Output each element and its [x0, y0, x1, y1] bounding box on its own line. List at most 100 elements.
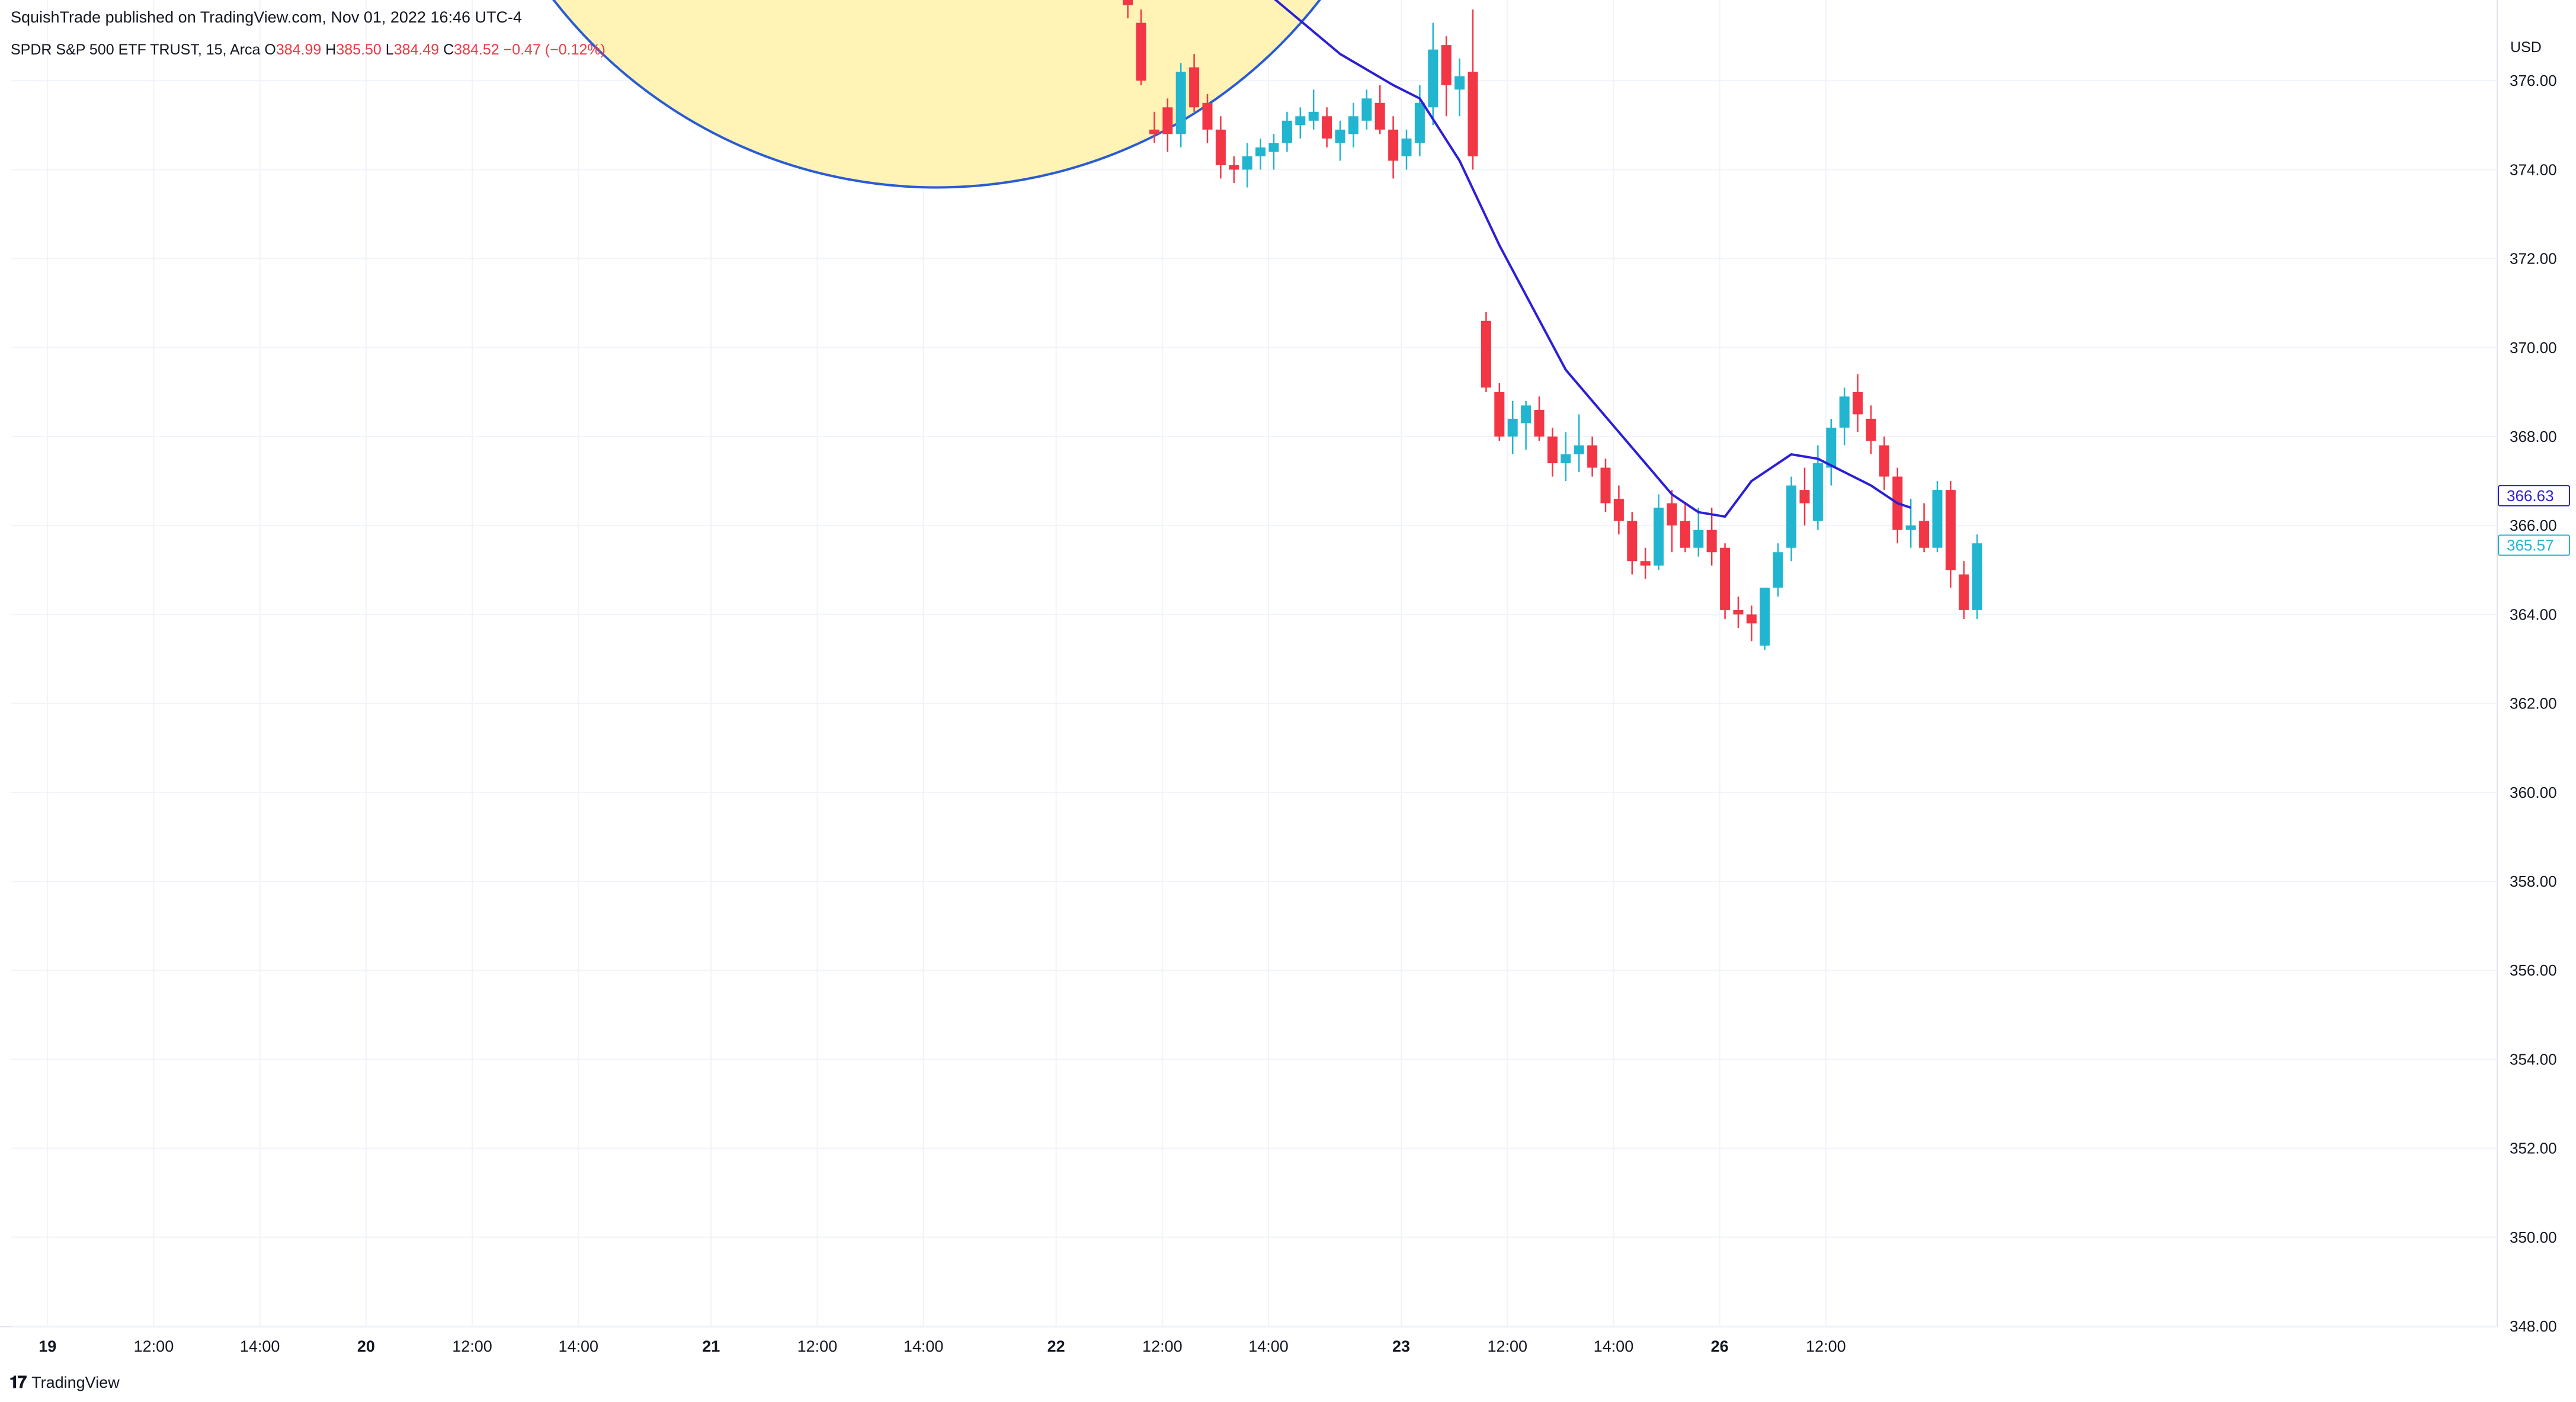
candle-down — [1229, 156, 1239, 183]
y-tick-label: 350.00 — [2510, 1228, 2557, 1246]
candle-down — [1746, 605, 1757, 641]
candle-up — [1507, 400, 1518, 455]
ohlc-close: C384.52 — [443, 41, 499, 58]
candle-down — [1547, 427, 1558, 477]
price-label-up: 365.57 — [2498, 534, 2570, 556]
candle-up — [1786, 476, 1797, 562]
candle-up — [1281, 111, 1292, 152]
candle-up — [1839, 387, 1850, 446]
x-tick-label: 12:00 — [134, 1337, 174, 1355]
candle-up — [1401, 129, 1412, 170]
candle-down — [1853, 374, 1863, 432]
candle-up — [1972, 534, 1982, 619]
ma-line — [1274, 0, 1911, 518]
candle-down — [1627, 512, 1638, 575]
candle-down — [1587, 437, 1598, 477]
candle-down — [1534, 396, 1545, 441]
candle-down — [1202, 94, 1213, 143]
x-tick-label: 12:00 — [1806, 1337, 1846, 1355]
candle-down — [1441, 36, 1452, 117]
candle-down — [1706, 508, 1717, 566]
candle-up — [1773, 543, 1783, 597]
candle-down — [1640, 547, 1651, 579]
candle-up — [1454, 58, 1465, 117]
candle-down — [1733, 596, 1744, 628]
published-line: SquishTrade published on TradingView.com… — [11, 8, 523, 26]
candle-down — [1215, 116, 1226, 179]
candle-down — [1162, 98, 1173, 152]
y-tick-label: 374.00 — [2510, 161, 2557, 178]
y-tick-label: 370.00 — [2510, 339, 2557, 357]
candles — [1123, 0, 1982, 650]
y-tick-label: 352.00 — [2510, 1140, 2557, 1157]
brand-name: TradingView — [31, 1374, 120, 1391]
tradingview-brand[interactable]: 𝟏𝟕 TradingView — [9, 1373, 120, 1393]
y-tick-label: 368.00 — [2510, 428, 2557, 445]
candle-down — [1123, 0, 1133, 19]
y-tick-label: 376.00 — [2510, 72, 2557, 89]
candle-down — [1879, 437, 1889, 490]
x-tick-label: 12:00 — [452, 1337, 492, 1355]
y-tick-label: 378.00 — [2510, 0, 2557, 1]
candle-up — [1175, 63, 1186, 147]
candle-down — [1388, 116, 1399, 179]
candle-up — [1268, 134, 1279, 170]
x-tick-label: 14:00 — [1594, 1337, 1634, 1355]
y-tick-label: 356.00 — [2510, 961, 2557, 979]
y-tick-label: 348.00 — [2510, 1317, 2557, 1335]
candle-up — [1335, 120, 1345, 161]
candle-down — [1468, 9, 1478, 170]
x-tick-label: 14:00 — [1248, 1337, 1289, 1355]
candle-up — [1255, 138, 1266, 170]
candle-up — [1348, 102, 1359, 147]
candle-up — [1414, 85, 1425, 156]
ohlc-open: O384.99 — [264, 41, 322, 58]
candle-down — [1189, 54, 1200, 112]
candle-down — [1667, 490, 1677, 553]
candle-up — [1654, 494, 1664, 570]
candle-down — [1720, 543, 1731, 619]
candle-up — [1428, 23, 1438, 126]
x-tick-label: 12:00 — [797, 1337, 838, 1355]
candle-down — [1613, 485, 1624, 535]
y-tick-label: 366.00 — [2510, 516, 2557, 534]
x-tick-label: 23 — [1392, 1337, 1410, 1355]
price-axis[interactable]: USD 348.00 350.00 352.00 354.00 356.00 358.00 3… — [2510, 0, 2557, 1335]
candle-down — [1799, 467, 1810, 526]
candle-down — [1136, 9, 1146, 85]
candle-up — [1561, 432, 1571, 482]
ohlc-low: L384.49 — [385, 41, 440, 58]
candle-up — [1361, 89, 1372, 130]
x-tick-label: 12:00 — [1142, 1337, 1183, 1355]
candle-down — [1322, 107, 1332, 147]
x-tick-label: 14:00 — [558, 1337, 598, 1355]
grid — [0, 0, 2498, 1327]
currency-label: USD — [2510, 39, 2542, 56]
y-tick-label: 364.00 — [2510, 605, 2557, 623]
x-tick-label: 20 — [357, 1337, 375, 1355]
symbol-name: SPDR S&P 500 ETF TRUST, 15, Arca — [11, 41, 261, 58]
candle-up — [1295, 107, 1306, 139]
symbol-legend[interactable]: SPDR S&P 500 ETF TRUST, 15, Arca O384.99… — [11, 41, 605, 59]
candle-up — [1574, 414, 1584, 473]
candle-up — [1242, 143, 1252, 188]
y-tick-label: 372.00 — [2510, 250, 2557, 268]
x-tick-label: 26 — [1711, 1337, 1729, 1355]
candle-down — [1866, 405, 1876, 455]
ohlc-change: −0.47 (−0.12%) — [503, 41, 605, 58]
candle-down — [1481, 312, 1491, 392]
candle-down — [1149, 111, 1159, 143]
y-tick-label: 362.00 — [2510, 695, 2557, 713]
candle-up — [1760, 588, 1770, 650]
candle-down — [1600, 458, 1611, 512]
ohlc-high: H385.50 — [325, 41, 382, 58]
candle-up — [1521, 400, 1531, 450]
candle-up — [1826, 418, 1837, 486]
price-label-ma: 366.63 — [2498, 485, 2570, 506]
candle-up — [1932, 481, 1943, 553]
candle-down — [1945, 481, 1956, 588]
time-axis[interactable]: 19 12:00 14:00 20 12:00 14:00 21 12:00 14:00 22 12… — [39, 1337, 1846, 1355]
